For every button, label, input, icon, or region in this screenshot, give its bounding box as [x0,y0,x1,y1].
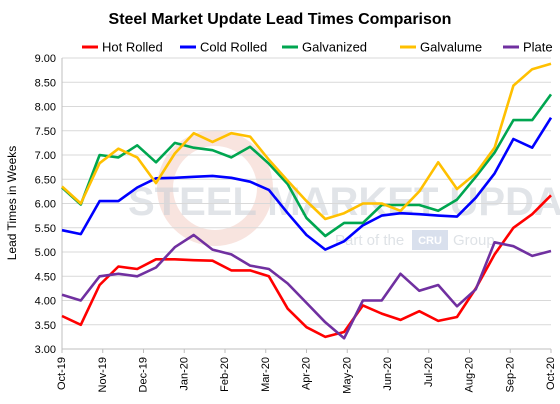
series-line-galvalume [61,62,552,221]
y-tick-label: 4.50 [35,271,56,283]
y-tick-label: 5.50 [35,223,56,235]
y-tick-label: 3.00 [35,344,56,356]
watermark-part-of-text: Part of the [335,232,404,249]
y-tick-label: 8.50 [35,77,56,89]
x-tick-label: May-20 [341,357,353,394]
x-tick-label: Nov-19 [97,357,109,392]
legend-label-hot-rolled: Hot Rolled [102,40,163,55]
chart-legend: Hot Rolled Cold Rolled Galvanized Galvalume… [82,40,553,55]
x-tick-label: Feb-20 [219,357,231,392]
chart-series-lines [61,62,553,340]
y-tick-label: 7.50 [35,126,56,138]
chart-gridlines [61,57,551,350]
y-tick-label: 9.00 [35,53,56,65]
y-tick-label: 8.00 [35,102,56,114]
y-tick-label: 6.50 [35,174,56,186]
x-tick-label: Mar-20 [260,357,272,392]
y-tick-label: 5.00 [35,247,56,259]
legend-label-plate: Plate [523,40,553,55]
legend-label-cold-rolled: Cold Rolled [200,40,267,55]
y-tick-label: 6.00 [35,199,56,211]
y-axis-ticks: 3.00 3.50 4.00 4.50 5.00 5.50 6.00 6.50 7.00 7.50… [35,53,56,356]
x-tick-label: Dec-19 [138,357,150,392]
watermark-group-text: Group [453,232,495,249]
y-tick-label: 3.50 [35,320,56,332]
x-tick-label: Sep-20 [504,357,516,392]
x-tick-label: Oct-20 [545,357,557,390]
x-tick-label: Jan-20 [178,357,190,391]
series-line-galvanized [61,93,553,238]
series-line-plate [61,233,552,340]
y-axis-title: Lead Times in Weeks [5,146,19,261]
legend-label-galvanized: Galvanized [302,40,367,55]
watermark-cru-text: CRU [418,235,442,247]
y-tick-label: 7.00 [35,150,56,162]
x-tick-label: Jun-20 [382,357,394,391]
watermark-cru-badge [412,230,448,250]
series-line-hot-rolled [61,194,552,339]
y-tick-label: 4.00 [35,296,56,308]
watermark-brand-text: STEEL MARKET UPDATE [128,180,560,224]
x-tick-label: Apr-20 [301,357,313,390]
x-tick-label: Oct-19 [56,357,68,390]
x-tick-label: Aug-20 [464,357,476,392]
legend-label-galvalume: Galvalume [420,40,482,55]
x-tick-label: Jul-20 [423,357,435,387]
chart-title: Steel Market Update Lead Times Compariso… [109,11,452,28]
x-axis-ticks: Oct-19 Nov-19 Dec-19 Jan-20 Feb-20 Mar-20 Apr-… [56,349,557,394]
series-line-cold-rolled [61,117,553,251]
